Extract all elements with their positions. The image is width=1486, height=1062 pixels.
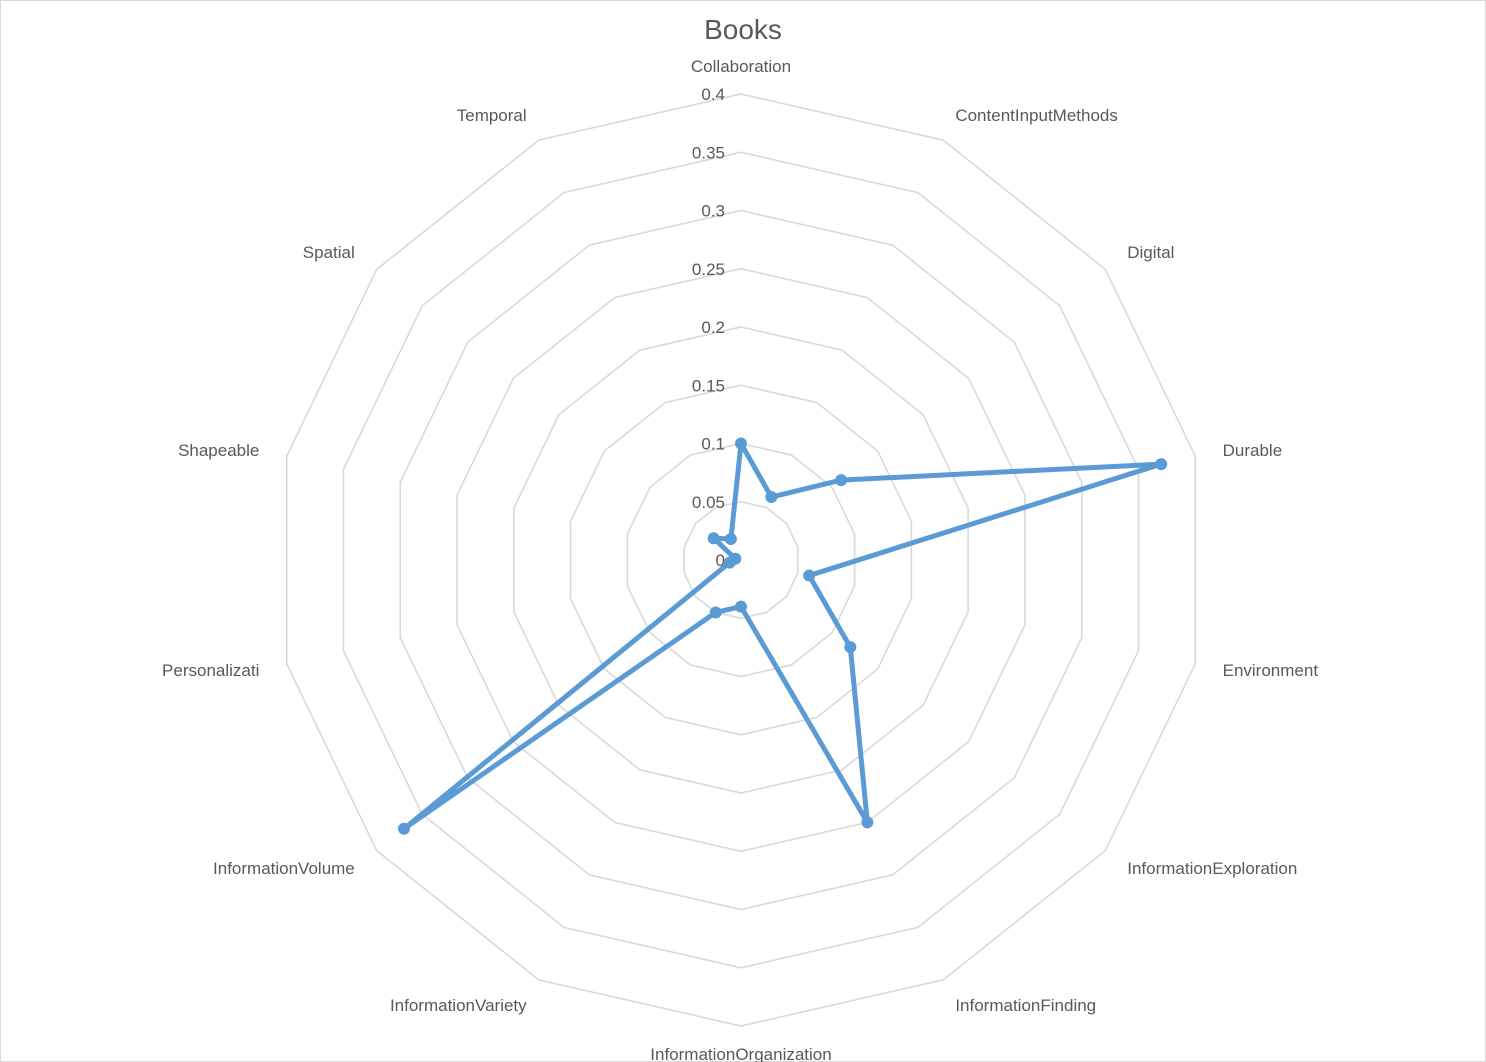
grid-ring bbox=[285, 93, 1197, 1027]
data-point bbox=[803, 569, 816, 582]
axis-label: Digital bbox=[1127, 243, 1174, 262]
data-point bbox=[1155, 458, 1168, 471]
data-point bbox=[735, 600, 747, 613]
series-group bbox=[397, 437, 1168, 835]
grid-ring bbox=[456, 267, 1026, 853]
axis-label: InformationOrganization bbox=[650, 1045, 831, 1062]
axis-label: InformationFinding bbox=[955, 996, 1096, 1015]
axis-label: Durable bbox=[1223, 441, 1283, 460]
tick-label: 0.15 bbox=[692, 376, 725, 395]
data-point bbox=[709, 606, 722, 619]
axis-label: InformationExploration bbox=[1127, 859, 1297, 878]
tick-label: 0.35 bbox=[692, 143, 725, 162]
data-point bbox=[844, 641, 857, 654]
grid-ring bbox=[683, 500, 799, 620]
radar-grid bbox=[285, 93, 1197, 1027]
grid-ring bbox=[399, 209, 1083, 911]
tick-labels: 0 0.05 0.1 0.15 0.2 0.25 0.3 0.35 0.4 bbox=[692, 85, 725, 570]
data-point bbox=[861, 816, 874, 829]
tick-label: 0 bbox=[716, 551, 725, 570]
axis-label: InformationVariety bbox=[390, 996, 527, 1015]
data-point bbox=[724, 533, 737, 546]
tick-label: 0.4 bbox=[701, 85, 725, 104]
chart-title: Books bbox=[704, 14, 782, 45]
data-point bbox=[707, 532, 720, 545]
data-point bbox=[735, 437, 747, 450]
axis-label: Personalizati bbox=[162, 661, 259, 680]
tick-label: 0.2 bbox=[701, 318, 725, 337]
tick-label: 0.25 bbox=[692, 260, 725, 279]
axis-label: Spatial bbox=[303, 243, 355, 262]
data-point bbox=[397, 822, 410, 835]
data-point bbox=[835, 474, 848, 487]
grid-ring bbox=[626, 442, 856, 678]
data-point bbox=[729, 552, 742, 565]
tick-label: 0.3 bbox=[701, 202, 725, 221]
axis-label: Shapeable bbox=[178, 441, 259, 460]
grid-ring bbox=[342, 151, 1140, 969]
data-point bbox=[765, 491, 778, 504]
grid-ring bbox=[569, 384, 913, 736]
axis-label: Temporal bbox=[457, 106, 527, 125]
axis-label: ContentInputMethods bbox=[955, 106, 1118, 125]
grid-ring bbox=[513, 326, 969, 794]
axis-labels: Collaboration ContentInputMethods Digital D… bbox=[162, 57, 1318, 1062]
tick-label: 0.05 bbox=[692, 493, 725, 512]
axis-label: Environment bbox=[1223, 661, 1319, 680]
axis-label: InformationVolume bbox=[213, 859, 355, 878]
tick-label: 0.1 bbox=[701, 435, 725, 454]
axis-label: Collaboration bbox=[691, 57, 791, 76]
